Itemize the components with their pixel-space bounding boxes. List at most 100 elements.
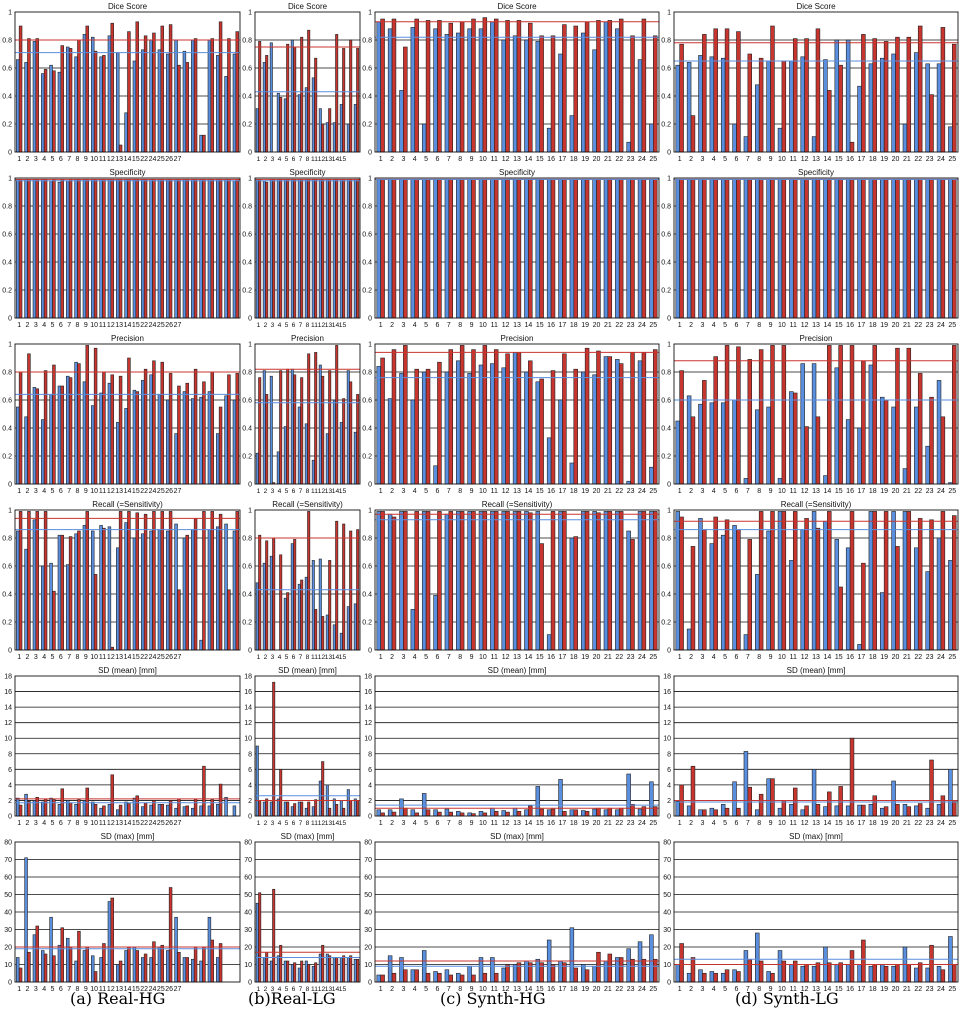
x-tick-label: 23	[627, 322, 635, 329]
x-tick-label: 8	[76, 986, 80, 993]
x-tick-label: 23	[926, 654, 934, 661]
x-tick-label: 15	[835, 986, 843, 993]
y-tick-label: 0	[368, 648, 372, 655]
x-tick-label: 6	[436, 156, 440, 163]
bar-blue	[41, 73, 45, 153]
bar-blue	[936, 380, 942, 485]
bar-red	[607, 179, 613, 319]
bar-red	[459, 974, 465, 983]
x-tick-label: 1	[678, 986, 682, 993]
x-tick-label: 3	[401, 820, 405, 827]
bar-red	[702, 179, 707, 319]
bar-red	[849, 511, 855, 651]
x-tick-label: 25	[948, 820, 956, 827]
y-tick-label: 30	[663, 927, 671, 934]
x-tick-label: 1	[257, 488, 261, 495]
bar-blue	[276, 955, 280, 983]
bar-red	[849, 950, 855, 983]
x-tick-label: 21	[604, 654, 612, 661]
y-tick-label: 0	[8, 316, 12, 323]
bar-blue	[353, 958, 357, 983]
bar-blue	[868, 179, 874, 319]
bar-blue	[99, 525, 103, 651]
bar-red	[300, 801, 304, 817]
x-tick-label: 1	[379, 986, 383, 993]
bar-red	[562, 962, 567, 983]
bar-red	[804, 964, 809, 983]
y-tick-label: 0.6	[242, 398, 252, 405]
chart-title: Recall (=Sensitivity)	[92, 500, 163, 509]
bar-red	[403, 807, 408, 817]
bar-red	[838, 345, 843, 485]
x-tick-label: 22	[140, 654, 148, 661]
x-tick-label: 14	[524, 986, 532, 993]
bar-red	[335, 804, 339, 817]
y-tick-label: 0.6	[362, 398, 372, 405]
x-tick-label: 21	[903, 322, 911, 329]
chart-title: Dice Score	[796, 2, 836, 11]
bar-blue	[637, 808, 643, 817]
x-tick-label: 18	[869, 820, 877, 827]
bar-blue	[512, 807, 518, 817]
x-tick-label: 5	[424, 322, 428, 329]
bar-red	[279, 97, 283, 153]
x-tick-label: 17	[559, 654, 567, 661]
chart-title: Precision	[291, 334, 324, 343]
bar-blue	[353, 431, 357, 485]
chart-title: Specificity	[499, 168, 535, 177]
bar-red	[258, 892, 262, 983]
bar-blue	[777, 478, 783, 485]
bar-red	[437, 20, 442, 153]
x-tick-label: 5	[51, 156, 55, 163]
chart-title: SD (mean) [mm]	[98, 666, 157, 675]
y-tick-label: 0	[248, 150, 252, 157]
bar-red	[85, 25, 89, 153]
x-tick-label: 3	[271, 820, 275, 827]
bar-blue	[387, 28, 393, 153]
bar-red	[135, 512, 139, 651]
bar-red	[85, 787, 89, 817]
bar-red	[202, 381, 206, 485]
x-tick-label: 4	[413, 820, 417, 827]
x-tick-label: 4	[42, 488, 46, 495]
x-tick-label: 15	[339, 488, 347, 495]
bar-red	[437, 179, 442, 319]
bar-blue	[686, 62, 692, 153]
bar-red	[60, 45, 64, 153]
bar-blue	[845, 964, 851, 983]
y-tick-label: 0.8	[362, 536, 372, 543]
x-tick-label: 9	[769, 488, 773, 495]
bar-red	[584, 21, 590, 153]
y-tick-label: 1	[368, 342, 372, 349]
bar-blue	[269, 375, 273, 485]
x-tick-label: 15	[835, 322, 843, 329]
bar-red	[110, 374, 114, 485]
chart-title: Specificity	[798, 168, 834, 177]
bar-blue	[800, 529, 805, 651]
x-tick-label: 6	[59, 820, 63, 827]
x-tick-label: 1	[17, 820, 21, 827]
x-tick-label: 5	[285, 986, 289, 993]
x-tick-label: 16	[547, 986, 555, 993]
bar-blue	[124, 179, 128, 319]
bar-red	[185, 62, 189, 153]
bar-blue	[107, 804, 112, 817]
bar-red	[160, 944, 164, 983]
x-tick-label: 19	[581, 654, 589, 661]
bar-blue	[456, 179, 461, 319]
bar-red	[482, 17, 488, 153]
x-tick-label: 13	[513, 488, 521, 495]
y-tick-label: 0.8	[362, 370, 372, 377]
plot-frame	[254, 509, 361, 651]
x-tick-label: 11	[790, 654, 797, 661]
bar-blue	[444, 808, 450, 817]
bar-red	[321, 616, 325, 651]
y-tick-label: 0.2	[2, 454, 12, 461]
bar-red	[437, 511, 442, 651]
bar-red	[861, 804, 866, 817]
bar-blue	[182, 957, 187, 983]
bar-red	[168, 511, 173, 651]
bar-red	[286, 179, 290, 319]
bar-blue	[626, 530, 631, 651]
